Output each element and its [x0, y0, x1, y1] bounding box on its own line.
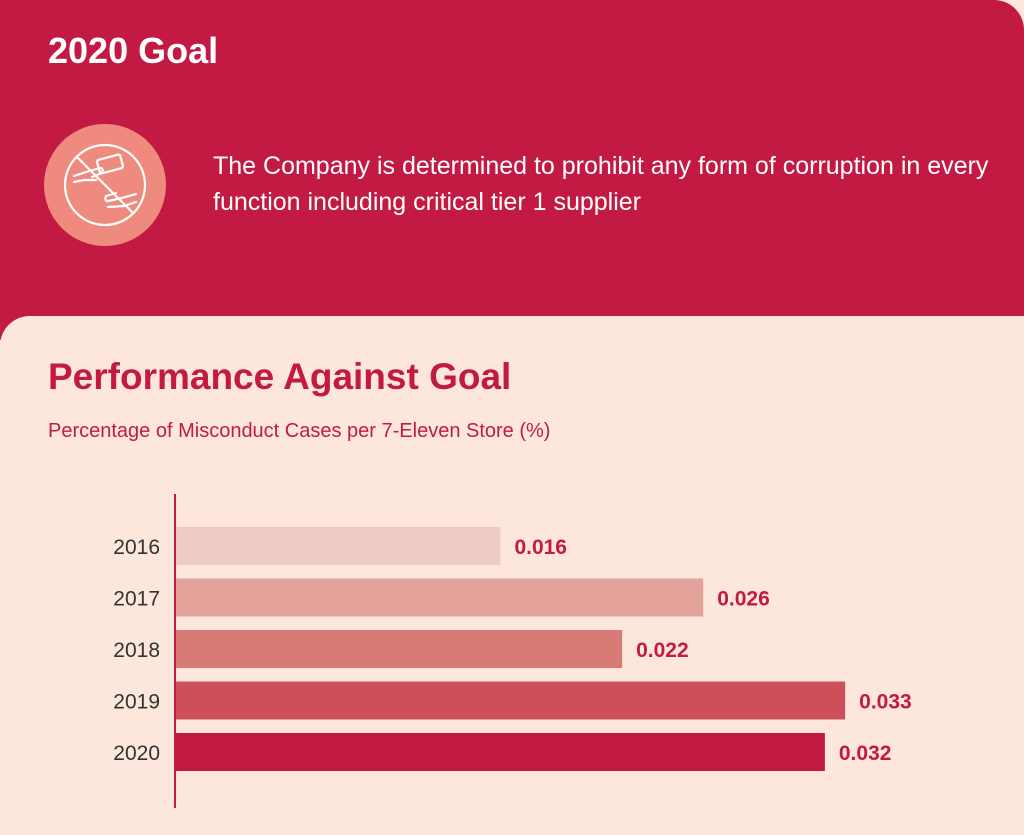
goal-title: 2020 Goal: [48, 30, 219, 71]
y-tick-label: 2018: [113, 639, 160, 662]
bar-2020: [176, 733, 825, 771]
bar-2018: [176, 630, 623, 668]
bar-value-label: 0.016: [514, 536, 567, 559]
y-tick-label: 2019: [113, 691, 160, 714]
bar-chart: 2016 0.016 2017 0.026 2018 0.022 2019 0.033 2020…: [113, 494, 912, 808]
bar-value-label: 0.033: [859, 691, 912, 714]
goal-description: The Company is determined to prohibit an…: [213, 152, 989, 216]
goal-panel: 2020 Goal The Company is determined to p…: [0, 0, 1024, 340]
bar-value-label: 0.026: [717, 588, 770, 611]
chart-subtitle: Percentage of Misconduct Cases per 7-Ele…: [48, 420, 551, 442]
y-tick-label: 2017: [113, 588, 160, 611]
performance-title: Performance Against Goal: [48, 356, 512, 397]
bar-2016: [176, 527, 501, 565]
bar-value-label: 0.032: [839, 742, 892, 765]
y-tick-label: 2020: [113, 742, 160, 765]
bar-2019: [176, 681, 846, 720]
no-bribery-icon: [44, 124, 166, 246]
bar-value-label: 0.022: [636, 639, 689, 662]
y-tick-label: 2016: [113, 536, 160, 559]
bar-2017: [176, 578, 704, 617]
